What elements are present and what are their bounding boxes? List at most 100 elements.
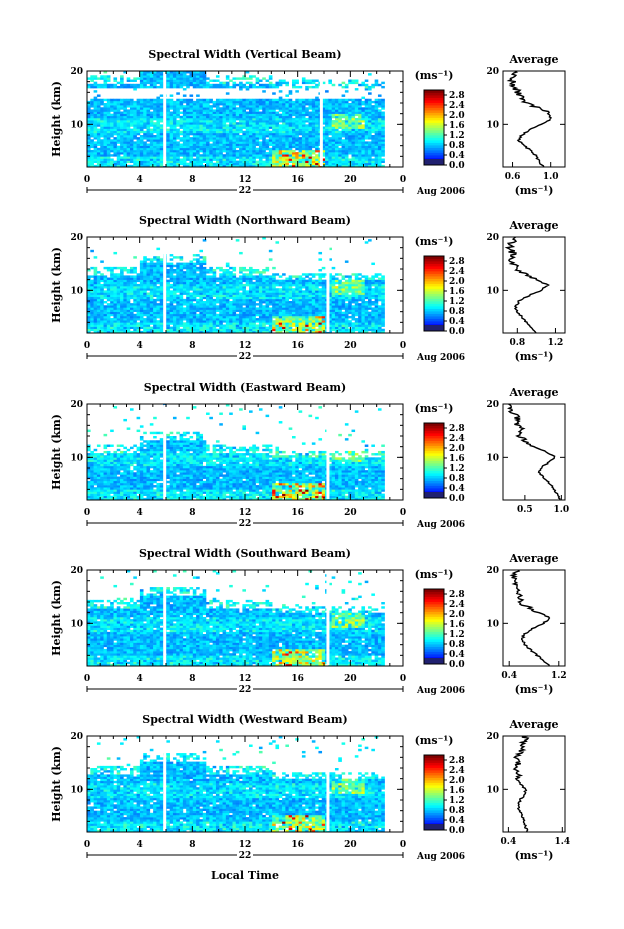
x-tick-label: 4 <box>137 175 143 185</box>
heatmap-cell <box>199 128 204 132</box>
heatmap-cell <box>258 305 263 308</box>
heatmap-cell <box>179 137 184 140</box>
heatmap-cell <box>129 269 134 272</box>
heatmap-cell <box>116 111 121 114</box>
heatmap-cell <box>235 139 240 142</box>
heatmap-cell <box>106 164 111 168</box>
heatmap-cell <box>338 107 342 110</box>
heatmap-cell <box>245 303 250 306</box>
heatmap-cell <box>315 149 319 153</box>
heatmap-cell <box>291 105 296 108</box>
heatmap-cell <box>176 81 180 85</box>
heatmap-cell <box>186 286 190 289</box>
heatmap-cell <box>239 269 243 272</box>
heatmap-cell <box>239 266 243 270</box>
heatmap-cell <box>196 128 200 132</box>
heatmap-cell <box>364 107 369 110</box>
heatmap-cell <box>166 71 170 74</box>
heatmap-cell <box>265 164 270 168</box>
heatmap-cell <box>328 126 332 129</box>
heatmap-cell <box>301 141 306 144</box>
heatmap-cell <box>149 266 154 270</box>
heatmap-cell <box>143 288 147 291</box>
heatmap-cell <box>348 124 352 127</box>
heatmap-cell <box>341 132 346 136</box>
heatmap-cell <box>225 105 230 108</box>
heatmap-cell <box>249 141 253 144</box>
heatmap-cell <box>225 326 230 330</box>
heatmap-cell <box>87 288 91 291</box>
heatmap-cell <box>272 156 276 159</box>
heatmap-cell <box>103 320 108 323</box>
heatmap-cell <box>120 135 124 138</box>
heatmap-cell <box>153 275 157 278</box>
heatmap-cell <box>192 152 197 155</box>
heatmap-cell <box>93 111 98 114</box>
heatmap-cell <box>192 303 197 306</box>
heatmap-cell <box>192 254 197 257</box>
heatmap-cell <box>351 164 356 168</box>
heatmap-cell <box>149 309 154 312</box>
heatmap-cell <box>202 318 207 321</box>
heatmap-cell <box>242 145 247 149</box>
heatmap-cell <box>361 115 366 119</box>
heatmap-cell <box>242 288 247 291</box>
heatmap-cell <box>371 158 375 161</box>
heatmap-cell <box>255 307 260 310</box>
heatmap-cell <box>126 330 131 334</box>
heatmap-cell <box>331 156 336 159</box>
heatmap-cell <box>381 117 385 121</box>
heatmap-cell <box>169 277 174 280</box>
heatmap-cell <box>96 326 101 330</box>
heatmap-cell <box>202 105 207 108</box>
heatmap-cell <box>169 79 174 82</box>
heatmap-cell <box>159 73 164 76</box>
heatmap-cell <box>325 122 329 125</box>
heatmap-cell <box>252 109 256 112</box>
heatmap-cell <box>331 124 336 127</box>
heatmap-cell <box>229 162 233 166</box>
heatmap-cell <box>229 105 233 108</box>
heatmap-cell <box>123 126 127 129</box>
heatmap-cell <box>87 162 91 166</box>
heatmap-cell <box>354 137 359 140</box>
heatmap-cell <box>129 113 134 117</box>
heatmap-cell <box>219 98 223 102</box>
heatmap-cell <box>249 156 253 159</box>
heatmap-cell <box>371 115 375 119</box>
heatmap-cell <box>374 141 379 144</box>
heatmap-cell <box>166 305 170 308</box>
heatmap-cell <box>242 147 247 151</box>
heatmap-cell <box>139 303 144 306</box>
heatmap-cell <box>106 309 111 312</box>
heatmap-cell <box>169 286 174 289</box>
heatmap-cell <box>368 107 372 110</box>
heatmap-cell <box>106 296 111 300</box>
heatmap-cell <box>179 313 184 317</box>
heatmap-cell <box>202 111 207 114</box>
heatmap-cell <box>268 290 273 293</box>
heatmap-cell <box>96 279 101 283</box>
heatmap-cell <box>146 330 151 334</box>
heatmap-cell <box>110 273 114 276</box>
heatmap-cell <box>146 303 151 306</box>
heatmap-cell <box>156 311 161 315</box>
heatmap-cell <box>166 85 170 89</box>
heatmap-cell <box>93 288 98 291</box>
heatmap-cell <box>189 139 194 142</box>
heatmap-cell <box>100 290 104 293</box>
heatmap-cell <box>255 149 260 153</box>
heatmap-cell <box>90 113 94 117</box>
heatmap-cell <box>186 292 190 295</box>
heatmap-cell <box>103 290 108 293</box>
heatmap-cell <box>288 115 293 119</box>
heatmap-cell <box>235 330 240 334</box>
heatmap-cell <box>252 154 256 157</box>
heatmap-cell <box>361 137 366 140</box>
heatmap-cell <box>120 294 124 298</box>
heatmap-cell <box>110 281 114 285</box>
heatmap-cell <box>265 330 270 334</box>
heatmap-cell <box>258 154 263 157</box>
heatmap-cell <box>374 113 379 117</box>
heatmap-cell <box>262 109 266 112</box>
